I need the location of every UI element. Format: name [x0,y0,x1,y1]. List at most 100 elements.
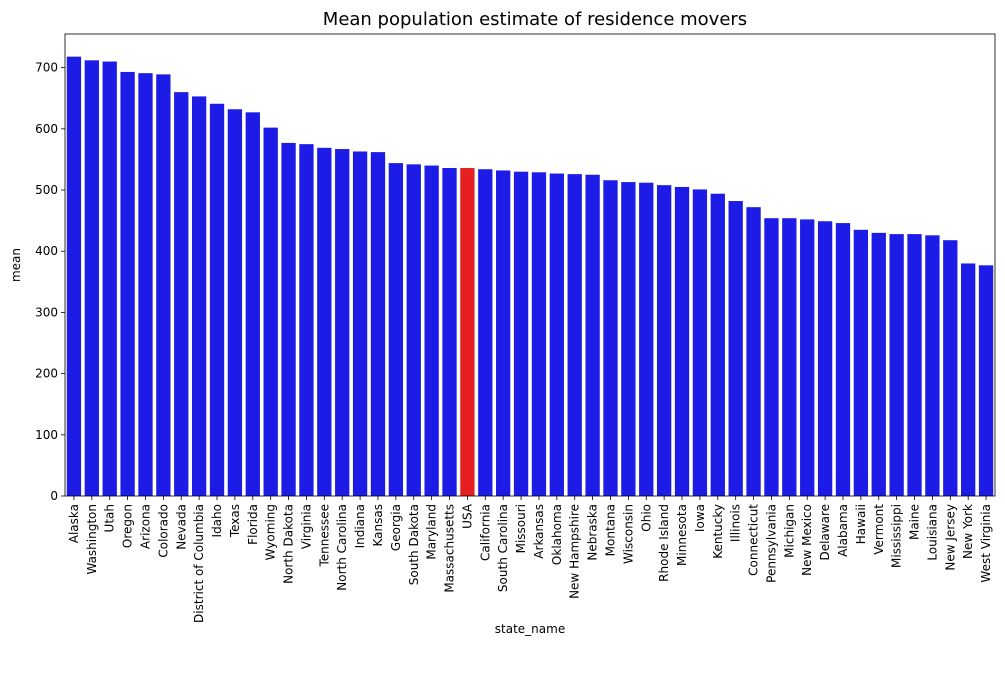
x-tick-label: Connecticut [747,504,761,576]
x-tick-label: District of Columbia [192,504,206,623]
x-tick-label: Kansas [371,504,385,546]
x-tick-label: Utah [103,504,117,532]
bar-illinois [728,201,743,496]
x-axis-label: state_name [495,622,565,636]
x-tick-label: South Dakota [407,504,421,585]
plot-frame [64,33,996,497]
y-tick-label: 300 [35,305,58,319]
bar-wyoming [263,127,278,496]
bar-louisiana [925,235,940,497]
x-tick-label: Nevada [174,504,188,550]
x-tick-label: Florida [246,504,260,545]
bar-kansas [370,152,386,497]
x-tick-label: Arkansas [532,504,546,559]
bar-ohio [639,182,654,496]
y-axis: 0 100 200 300 400 500 600 700 [35,61,65,503]
bar-district-of-columbia [191,96,207,496]
y-tick-label: 0 [50,489,58,503]
bar-vermont [871,232,886,496]
chart-title: Mean population estimate of residence mo… [323,9,747,30]
x-tick-label: Iowa [693,504,707,532]
x-tick-label: Virginia [299,504,313,549]
x-tick-label: Oregon [121,504,135,548]
x-tick-label: California [478,504,492,561]
bar-usa [460,168,475,496]
bar-south-carolina [496,170,511,496]
x-tick-label: West Virginia [979,504,993,583]
bar-new-mexico [800,219,815,496]
x-tick-label: New Hampshire [568,504,582,599]
x-tick-label: Wyoming [264,504,278,560]
bar-indiana [352,151,368,496]
x-tick-label: USA [460,503,474,529]
bar-texas [227,109,243,496]
bar-rhode-island [656,185,672,497]
bar-missouri [513,171,529,496]
x-tick-label: North Dakota [282,504,296,584]
bar-tennessee [317,147,332,497]
bar-north-carolina [335,149,350,496]
x-tick-label: Louisiana [925,504,939,561]
x-tick-label: Idaho [210,504,224,537]
bar-virginia [299,144,314,496]
bar-wisconsin [621,182,636,496]
bar-maryland [424,165,439,496]
bar-idaho [209,103,225,496]
bar-minnesota [674,186,690,496]
x-tick-label: Ohio [639,504,653,532]
y-tick-label: 600 [35,122,58,136]
x-tick-label: Maryland [425,504,439,560]
x-tick-label: Montana [603,504,617,556]
bar-new-hampshire [567,174,582,496]
x-tick-label: Washington [85,504,99,575]
bar-kentucky [710,193,725,497]
y-tick-label: 500 [35,183,58,197]
x-tick-label: New Mexico [800,504,814,576]
x-tick-label: New Jersey [943,504,957,571]
x-tick-label: Arizona [138,504,152,549]
x-tick-label: Kentucky [711,504,725,559]
x-axis: Alaska Washington Utah Oregon Arizona Colorad… [67,496,993,623]
bar-alabama [835,223,851,497]
bar-arkansas [531,172,547,496]
bar-arizona [138,73,153,497]
x-tick-label: Minnesota [675,504,689,566]
bars-group [66,56,994,497]
x-tick-label: Oklahoma [550,504,564,565]
x-tick-label: Indiana [353,504,367,548]
x-tick-label: Alaska [67,504,81,543]
bar-utah [102,61,117,496]
y-axis-label: mean [9,248,23,282]
bar-mississippi [889,234,904,496]
bar-california [478,169,493,496]
bar-iowa [692,189,708,497]
bar-delaware [817,221,833,496]
bar-oregon [120,71,135,496]
y-tick-label: 200 [35,367,58,381]
bar-georgia [388,163,404,496]
bar-oklahoma [549,173,564,496]
y-tick-label: 100 [35,428,58,442]
x-tick-label: Alabama [836,504,850,557]
x-tick-label: Illinois [729,504,743,542]
x-tick-label: Texas [228,504,242,538]
bar-colorado [156,74,171,497]
bar-nevada [174,92,189,497]
x-tick-label: Mississippi [890,504,904,568]
x-tick-label: Rhode Island [657,504,671,582]
bar-connecticut [746,207,761,496]
bar-west-virginia [978,265,994,496]
x-tick-label: Massachusetts [443,504,457,593]
bar-south-dakota [406,164,421,497]
x-tick-label: Nebraska [586,504,600,561]
bar-nebraska [585,174,600,497]
bar-alaska [66,56,82,497]
x-tick-label: Delaware [818,504,832,561]
bar-pennsylvania [764,218,779,496]
x-tick-label: Wisconsin [621,504,635,564]
x-tick-label: Colorado [156,504,170,558]
bar-washington [84,60,99,496]
bar-new-york [961,263,976,496]
x-tick-label: Vermont [872,504,886,555]
x-tick-label: Maine [908,504,922,540]
